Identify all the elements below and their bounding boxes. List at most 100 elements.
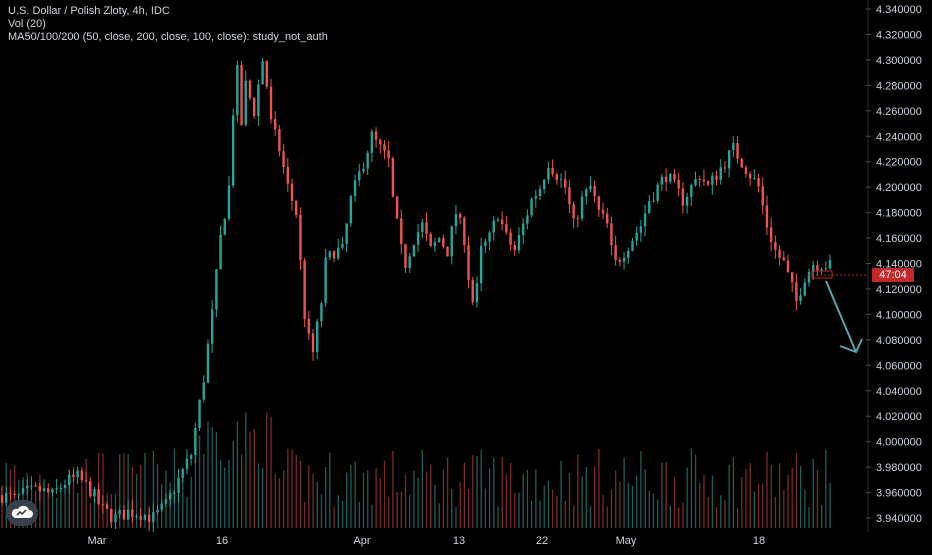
candle-body	[727, 150, 731, 169]
candle-body	[303, 260, 306, 319]
candle-body	[568, 187, 571, 205]
volume-bar	[106, 493, 108, 528]
candle-body	[278, 129, 281, 152]
volume-bar	[207, 421, 209, 528]
candle-body	[9, 492, 12, 494]
candle-body	[748, 173, 752, 179]
candle-body	[147, 514, 151, 522]
volume-bar	[295, 455, 297, 528]
candle-body	[828, 260, 832, 269]
volume-bar	[316, 481, 318, 528]
candle-body	[811, 265, 815, 272]
volume-bar	[640, 451, 642, 528]
candle-body	[442, 238, 445, 247]
volume-bar	[430, 464, 432, 528]
y-tick-label: 4.240000	[876, 131, 922, 143]
candle-body	[26, 486, 29, 489]
candle-body	[711, 175, 714, 185]
volume-bar	[711, 475, 714, 528]
volume-bar	[421, 450, 424, 528]
volume-bar	[530, 500, 533, 528]
volume-bar	[72, 466, 75, 528]
volume-bar	[610, 489, 613, 528]
volume-bar	[434, 484, 436, 528]
volume-bar	[371, 504, 373, 528]
volume-bar	[140, 465, 142, 528]
candle-body	[564, 179, 567, 188]
volume-bar	[438, 503, 440, 528]
volume-bar	[325, 467, 327, 528]
volume-bar	[745, 468, 747, 528]
volume-bar	[673, 476, 676, 528]
candle-body	[68, 474, 71, 485]
candle-body	[282, 151, 285, 168]
volume-bar	[535, 469, 537, 528]
candle-body	[118, 510, 121, 515]
candle-body	[30, 485, 33, 487]
volume-bar	[526, 469, 529, 528]
volume-bar	[741, 477, 743, 528]
candle-body	[572, 204, 575, 219]
candle-body	[5, 492, 8, 503]
x-tick-label: 22	[536, 535, 548, 547]
candle-body	[774, 242, 777, 250]
candle-body	[177, 477, 180, 493]
y-tick-label: 4.040000	[876, 386, 922, 398]
candle-body	[290, 183, 294, 201]
candle-body	[484, 241, 487, 246]
volume-bar	[102, 453, 104, 528]
projection-arrow	[825, 280, 857, 353]
volume-bar	[156, 464, 159, 528]
y-tick-label: 4.100000	[876, 309, 922, 321]
volume-bar	[379, 477, 381, 528]
tradingview-logo[interactable]	[6, 500, 38, 526]
volume-bar	[791, 467, 793, 528]
volume-bar	[173, 448, 176, 528]
volume-bar	[514, 493, 516, 528]
volume-bar	[131, 467, 133, 528]
candle-body	[34, 485, 37, 487]
candle-body	[273, 119, 277, 130]
candle-body	[391, 158, 395, 197]
volume-bar	[585, 467, 587, 528]
candle-body	[585, 189, 588, 197]
volume-bar	[476, 455, 478, 528]
volume-bar	[144, 452, 146, 528]
volume-bar	[56, 498, 58, 528]
candle-body	[530, 198, 533, 216]
candle-body	[59, 488, 63, 490]
volume-bar	[568, 473, 571, 528]
candle-body	[521, 223, 525, 235]
volume-bar	[455, 507, 457, 528]
volume-bar	[190, 476, 192, 528]
volume-bar	[808, 507, 810, 528]
candle-body	[101, 504, 105, 506]
candle-body	[757, 178, 760, 187]
candle-body	[198, 399, 201, 428]
candle-body	[252, 97, 256, 116]
candle-body	[782, 257, 785, 261]
candle-body	[358, 171, 361, 181]
candle-body	[643, 213, 647, 227]
candle-body	[454, 214, 458, 227]
candle-body	[778, 249, 781, 258]
candle-body	[362, 168, 365, 172]
candle-body	[38, 485, 42, 492]
candle-body	[631, 240, 634, 251]
candle-body	[72, 474, 75, 477]
volume-bar	[589, 506, 592, 528]
volume-bar	[682, 502, 684, 528]
volume-bar	[623, 457, 625, 528]
volume-bar	[816, 469, 819, 528]
candle-body	[55, 488, 58, 490]
legend-title: U.S. Dollar / Polish Zloty, 4h, IDC	[8, 5, 170, 17]
volume-bar	[699, 482, 701, 528]
y-tick-label: 4.220000	[876, 157, 922, 169]
candle-body	[408, 256, 411, 269]
volume-bar	[799, 466, 802, 528]
volume-bar	[724, 500, 726, 528]
volume-bar	[657, 499, 659, 528]
candle-body	[168, 493, 172, 500]
